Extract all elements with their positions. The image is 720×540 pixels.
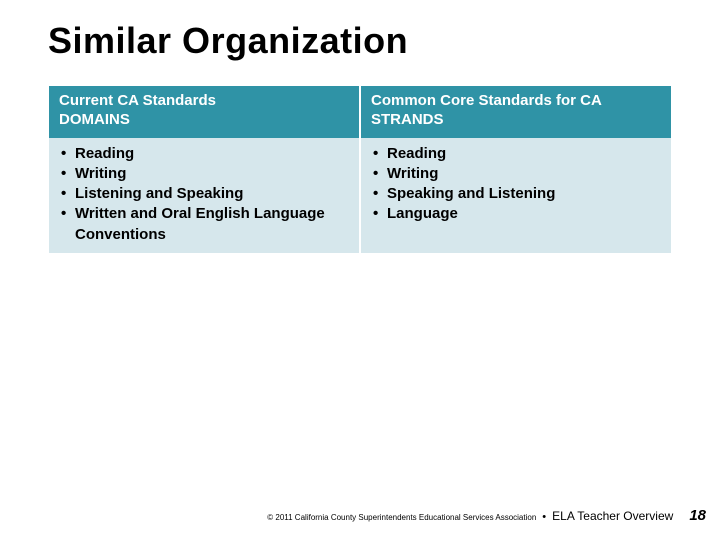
list-item: Reading xyxy=(371,144,661,164)
copyright-text: © 2011 California County Superintendents… xyxy=(267,513,536,522)
table-body-left: Reading Writing Listening and Speaking W… xyxy=(49,138,361,253)
table-header-row: Current CA Standards DOMAINS Common Core… xyxy=(49,86,671,138)
list-item: Writing xyxy=(59,164,349,184)
right-bullet-list: Reading Writing Speaking and Listening L… xyxy=(371,144,661,225)
list-item: Speaking and Listening xyxy=(371,184,661,204)
list-item: Listening and Speaking xyxy=(59,184,349,204)
header-left-line2: DOMAINS xyxy=(59,111,349,130)
list-item: Written and Oral English Language Conven… xyxy=(59,204,349,245)
header-right-line2: STRANDS xyxy=(371,111,661,130)
list-item: Language xyxy=(371,204,661,224)
header-left-line1: Current CA Standards xyxy=(59,92,349,111)
header-right-line1: Common Core Standards for CA xyxy=(371,92,661,111)
page-number: 18 xyxy=(689,507,706,524)
footer-separator: • xyxy=(542,511,546,523)
list-item: Reading xyxy=(59,144,349,164)
table-body-row: Reading Writing Listening and Speaking W… xyxy=(49,138,671,253)
table-header-left: Current CA Standards DOMAINS xyxy=(49,86,361,138)
footer: © 2011 California County Superintendents… xyxy=(267,507,706,524)
table-header-right: Common Core Standards for CA STRANDS xyxy=(361,86,671,138)
left-bullet-list: Reading Writing Listening and Speaking W… xyxy=(59,144,349,245)
table-body-right: Reading Writing Speaking and Listening L… xyxy=(361,138,671,253)
comparison-table: Current CA Standards DOMAINS Common Core… xyxy=(48,85,672,254)
slide-title: Similar Organization xyxy=(48,20,408,62)
slide: Similar Organization Current CA Standard… xyxy=(0,0,720,540)
list-item: Writing xyxy=(371,164,661,184)
footer-section: ELA Teacher Overview xyxy=(552,509,673,523)
